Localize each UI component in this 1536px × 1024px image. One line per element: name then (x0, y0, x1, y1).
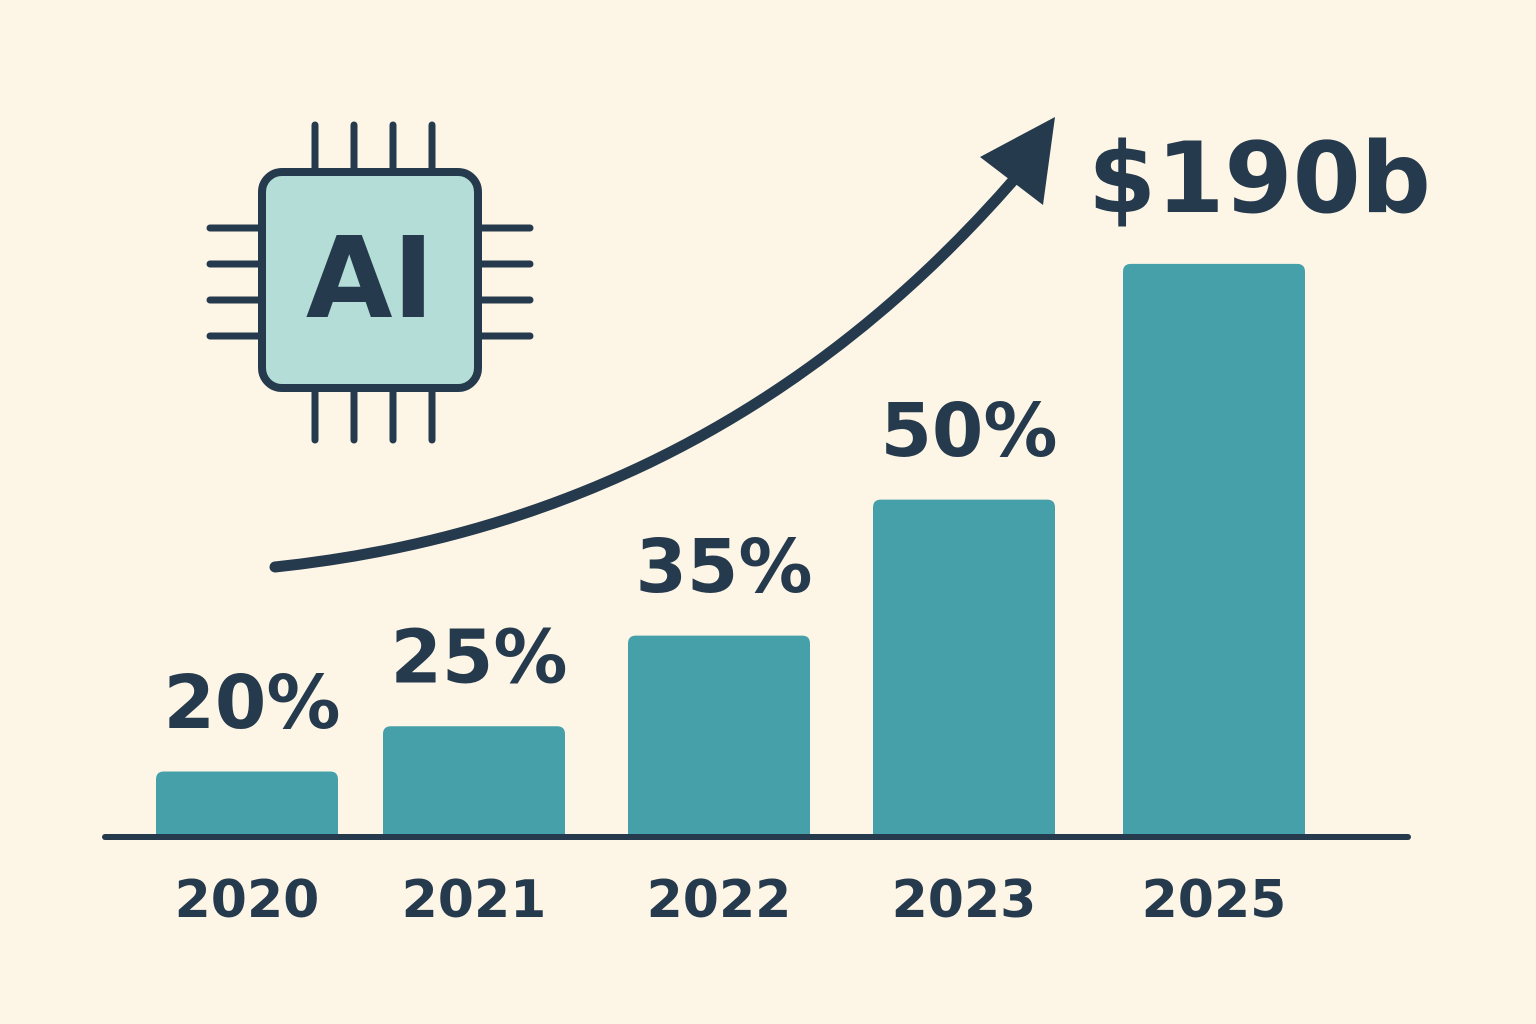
x-tick-label: 2021 (402, 870, 547, 930)
value-label: 50% (880, 388, 1057, 474)
x-tick-label: 2022 (647, 870, 792, 930)
trend-arrow (269, 169, 1024, 573)
chip-icon (206, 121, 534, 444)
value-label: 35% (635, 524, 812, 610)
bar (873, 499, 1055, 835)
annotation: $190b (1088, 122, 1431, 236)
x-tick-label: 2023 (892, 870, 1037, 930)
bar (1123, 263, 1305, 836)
bar (628, 635, 810, 835)
icon-text: AI (306, 214, 434, 344)
value-label: 20% (163, 660, 340, 746)
bar (156, 771, 338, 835)
arrow-head (980, 117, 1055, 205)
x-tick-label: 2025 (1142, 870, 1287, 930)
bar (383, 726, 565, 835)
value-label: 25% (390, 615, 567, 701)
x-tick-label: 2020 (175, 870, 320, 930)
